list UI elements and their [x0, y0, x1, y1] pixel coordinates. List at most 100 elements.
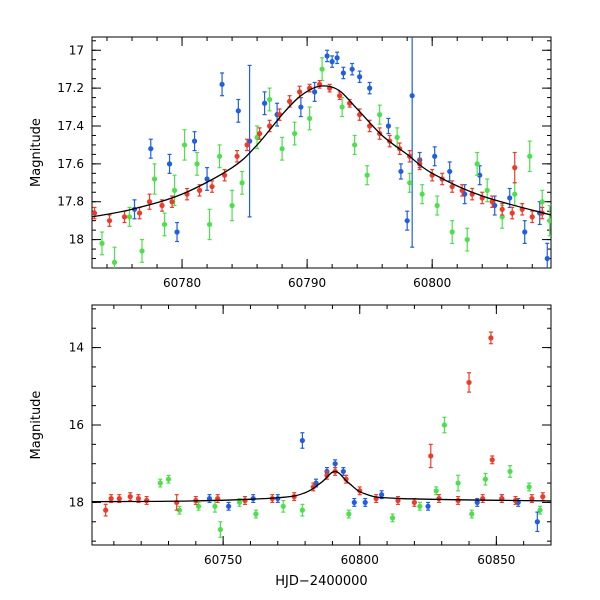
data-point-red — [136, 206, 143, 220]
data-point-green — [280, 499, 286, 513]
data-point-red — [512, 151, 518, 184]
x-tick-label: 60790 — [288, 276, 326, 290]
data-point-blue — [462, 184, 468, 205]
data-point-red — [499, 203, 505, 216]
data-point-green — [469, 509, 475, 519]
data-point-blue — [367, 81, 373, 95]
data-point-green — [352, 134, 358, 155]
bottom-panel-light-curve: 60750 60800 60850 14 16 18 Magnitude HJD−240000… — [29, 304, 552, 589]
y-tick-label: 17.4 — [57, 119, 84, 133]
data-point-blue — [226, 501, 232, 511]
data-point-blue — [404, 210, 410, 231]
data-point-green — [441, 416, 448, 434]
data-point-green — [319, 57, 325, 82]
data-point-blue — [235, 98, 241, 123]
data-point-blue — [477, 165, 483, 186]
data-point-green — [346, 509, 352, 519]
data-point-green — [307, 106, 313, 131]
data-point-red — [209, 180, 215, 193]
data-point-red — [184, 187, 190, 201]
data-point-red — [509, 206, 515, 220]
plot-area — [92, 37, 551, 268]
data-point-green — [474, 151, 480, 176]
data-point-blue — [432, 146, 438, 167]
series-blue — [131, 37, 550, 268]
data-point-red — [106, 214, 113, 227]
model-curve — [92, 470, 551, 503]
data-point-red — [488, 331, 494, 345]
data-point-blue — [340, 66, 346, 80]
data-point-green — [239, 170, 245, 195]
data-point-red — [455, 496, 461, 505]
data-point-blue — [312, 81, 318, 102]
y-tick-label: 17.2 — [57, 81, 84, 95]
data-point-red — [469, 187, 475, 201]
data-point-green — [433, 486, 439, 496]
data-point-red — [327, 83, 333, 93]
series-green — [99, 57, 551, 268]
y-axis-label: Magnitude — [29, 391, 44, 460]
data-point-red — [287, 95, 293, 108]
x-tick-label: 60780 — [163, 276, 201, 290]
data-point-red — [489, 195, 495, 209]
data-point-green — [206, 208, 213, 241]
data-point-blue — [447, 161, 453, 182]
data-point-blue — [261, 91, 268, 116]
data-point-red — [242, 496, 248, 505]
data-point-red — [529, 210, 535, 224]
data-point-green — [547, 204, 551, 237]
data-point-blue — [246, 64, 253, 218]
data-point-red — [428, 443, 434, 469]
data-point-blue — [534, 511, 540, 533]
data-point-green — [99, 231, 105, 256]
data-point-green — [253, 509, 259, 519]
data-point-green — [266, 87, 273, 112]
data-point-red — [121, 210, 128, 224]
data-point-red — [519, 203, 525, 216]
data-point-blue — [299, 432, 305, 449]
data-point-green — [171, 174, 178, 207]
data-point-green — [482, 472, 489, 486]
plot-frame — [91, 304, 552, 546]
data-point-blue — [206, 494, 213, 504]
model-curve — [92, 85, 551, 218]
data-point-green — [526, 482, 532, 492]
data-point-blue — [362, 497, 368, 507]
data-point-red — [146, 193, 153, 210]
data-point-red — [411, 497, 417, 507]
data-point-green — [389, 513, 396, 523]
data-point-green — [157, 478, 163, 488]
data-point-blue — [332, 459, 338, 469]
data-point-green — [527, 140, 533, 173]
data-point-blue — [425, 501, 431, 511]
data-point-green — [407, 172, 413, 193]
data-point-blue — [298, 96, 304, 118]
data-point-red — [449, 180, 455, 193]
data-point-blue — [166, 153, 173, 174]
data-point-green — [139, 238, 145, 263]
data-point-green — [176, 505, 183, 515]
data-point-green — [165, 474, 172, 484]
data-point-green — [537, 505, 543, 515]
data-point-blue — [329, 55, 335, 68]
x-tick-label: 60750 — [204, 553, 242, 567]
x-tick-label: 60800 — [341, 553, 379, 567]
data-point-red — [480, 494, 486, 504]
data-point-green — [181, 129, 188, 161]
data-point-blue — [544, 242, 550, 268]
data-point-green — [279, 136, 285, 161]
data-point-green — [449, 220, 455, 244]
data-point-red — [373, 494, 379, 504]
data-point-red — [479, 191, 485, 205]
y-tick-label: 17.6 — [57, 157, 84, 171]
y-tick-label: 17.8 — [57, 195, 84, 209]
data-point-red — [540, 492, 546, 502]
data-point-blue — [204, 167, 210, 191]
data-point-green — [507, 465, 513, 478]
data-point-green — [394, 127, 400, 148]
data-point-blue — [219, 72, 225, 97]
data-point-blue — [324, 49, 330, 63]
data-point-red — [244, 138, 250, 152]
plot-area — [92, 331, 551, 538]
